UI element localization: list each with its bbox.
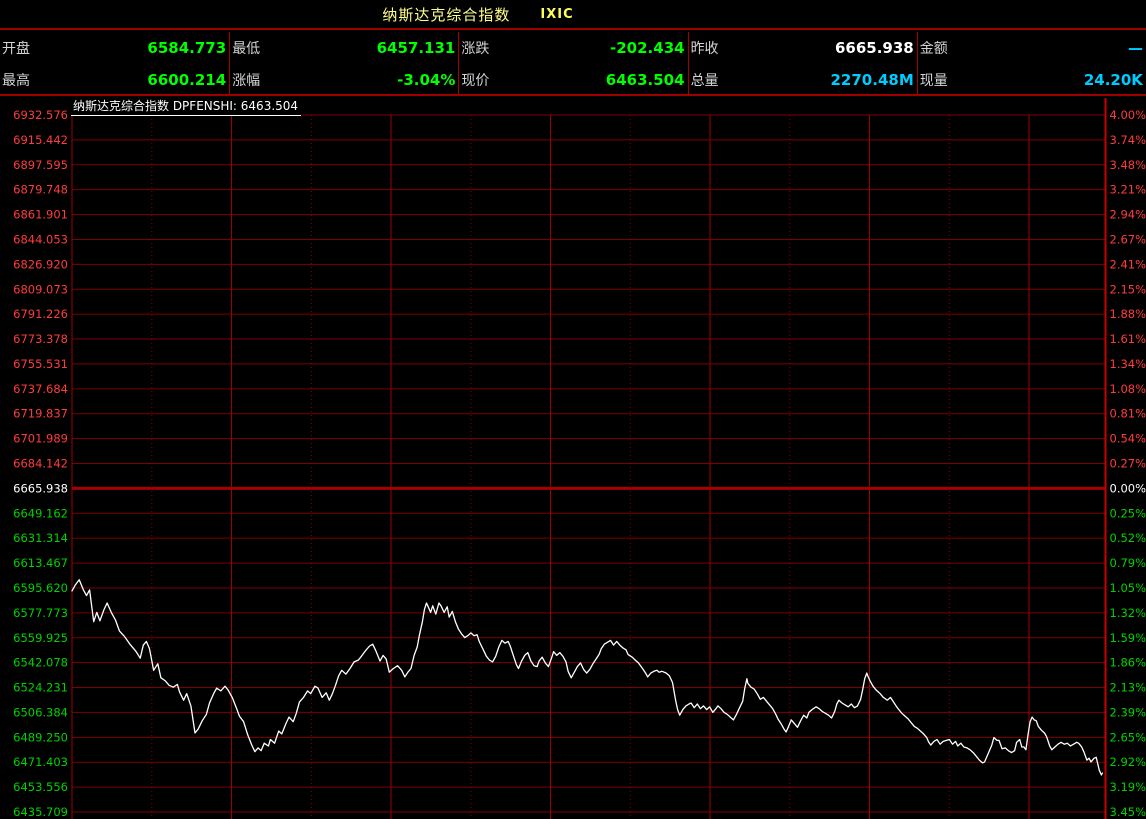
quote-label-low: 最低 — [232, 41, 261, 57]
right-axis-label: 0.27% — [1110, 457, 1146, 471]
right-axis-label: 1.86% — [1110, 656, 1146, 670]
quote-label-change-pct: 涨幅 — [232, 73, 261, 89]
left-axis-label: 6506.384 — [13, 705, 68, 719]
quote-value-volume: 2270.48M — [830, 71, 914, 89]
index-symbol: IXIC — [540, 6, 574, 22]
quote-label-high: 最高 — [2, 73, 30, 89]
left-axis-label: 6915.442 — [13, 133, 68, 147]
quote-cell-high: 最高 6600.214 — [0, 64, 229, 96]
right-axis-label: 3.45% — [1110, 805, 1146, 819]
quote-cell-volume: 总量 2270.48M — [687, 64, 917, 96]
right-axis-label: 0.25% — [1110, 506, 1146, 520]
quote-label-change: 涨跌 — [461, 41, 490, 57]
left-axis-label: 6684.142 — [13, 457, 68, 471]
left-axis-label: 6631.314 — [13, 531, 68, 545]
left-axis-label: 6471.403 — [13, 755, 68, 769]
chart-canvas[interactable]: 6932.576 4.00% 6915.442 3.74% 6897.595 3.48% 6… — [0, 98, 1146, 819]
quote-value-change: -202.434 — [610, 39, 685, 57]
left-axis-label: 6861.901 — [13, 208, 68, 222]
left-axis-label: 6879.748 — [13, 183, 68, 197]
quote-value-cur-volume: 24.20K — [1083, 71, 1143, 89]
left-axis-label: 6542.078 — [13, 656, 68, 670]
right-axis-label: 1.32% — [1110, 606, 1146, 620]
right-axis-label: 0.52% — [1110, 531, 1146, 545]
left-axis-label: 6435.709 — [13, 805, 68, 819]
left-axis-label: 6665.938 — [13, 481, 68, 495]
right-axis-label: 1.59% — [1110, 631, 1146, 645]
quote-value-prev-close: 6665.938 — [834, 39, 914, 57]
left-axis-label: 6719.837 — [13, 407, 68, 421]
right-axis-label: 0.00% — [1110, 481, 1146, 495]
quote-board: 开盘 6584.773 最低 6457.131 涨跌 -202.434 昨收 6665.938… — [0, 32, 1146, 96]
intraday-chart[interactable]: 6932.576 4.00% 6915.442 3.74% 6897.595 3.48% 6… — [0, 98, 1146, 819]
left-axis-label: 6809.073 — [13, 282, 68, 296]
chart-indicator-label: 纳斯达克综合指数 DPFENSHI: 6463.504 — [71, 99, 302, 116]
right-axis-label: 3.21% — [1110, 183, 1146, 197]
quote-value-amount: — — [1127, 39, 1143, 57]
left-axis-label: 6844.053 — [13, 232, 68, 246]
left-axis-label: 6773.378 — [13, 332, 68, 346]
quote-cell-low: 最低 6457.131 — [229, 32, 458, 64]
quote-label-open: 开盘 — [2, 41, 30, 57]
price-line — [71, 579, 1104, 776]
quote-cell-cur-volume: 现量 24.20K — [916, 64, 1146, 96]
quote-label-prev-close: 昨收 — [690, 41, 719, 57]
right-axis-label: 2.15% — [1110, 282, 1146, 296]
left-axis-label: 6932.576 — [13, 108, 68, 122]
right-axis-label: 2.94% — [1110, 208, 1146, 222]
quote-value-low: 6457.131 — [376, 39, 456, 57]
quote-value-open: 6584.773 — [147, 39, 227, 57]
right-axis-label: 1.34% — [1110, 357, 1146, 371]
right-axis-label: 4.00% — [1110, 108, 1146, 122]
left-axis-label: 6453.556 — [13, 780, 68, 794]
quote-cell-amount: 金额 — — [916, 32, 1146, 64]
right-axis-label: 2.65% — [1110, 730, 1146, 744]
left-axis-label: 6577.773 — [13, 606, 68, 620]
right-axis-label: 3.74% — [1110, 133, 1146, 147]
quote-label-last-price: 现价 — [461, 73, 490, 89]
left-axis-label: 6595.620 — [13, 581, 68, 595]
quote-label-cur-volume: 现量 — [919, 73, 948, 89]
left-axis-label: 6791.226 — [13, 307, 68, 321]
quote-value-last-price: 6463.504 — [605, 71, 685, 89]
left-axis-label: 6897.595 — [13, 158, 68, 172]
quote-value-high: 6600.214 — [147, 71, 227, 89]
left-axis-label: 6524.231 — [13, 681, 68, 695]
right-axis-label: 0.81% — [1110, 407, 1146, 421]
quote-cell-last-price: 现价 6463.504 — [458, 64, 687, 96]
quote-label-volume: 总量 — [690, 73, 719, 89]
right-axis-label: 2.13% — [1110, 681, 1146, 695]
right-axis-label: 0.54% — [1110, 432, 1146, 446]
right-axis-label: 2.67% — [1110, 232, 1146, 246]
quote-cell-prev-close: 昨收 6665.938 — [687, 32, 917, 64]
right-axis-label: 1.61% — [1110, 332, 1146, 346]
index-title: 纳斯达克综合指数 — [382, 5, 511, 24]
left-axis-label: 6613.467 — [13, 556, 68, 570]
quote-cell-change: 涨跌 -202.434 — [458, 32, 687, 64]
quote-label-amount: 金额 — [919, 41, 948, 57]
quote-value-change-pct: -3.04% — [397, 71, 456, 89]
right-axis-label: 2.39% — [1110, 705, 1146, 719]
right-axis-label: 1.08% — [1110, 382, 1146, 396]
left-axis-label: 6649.162 — [13, 506, 68, 520]
left-axis-label: 6489.250 — [13, 730, 68, 744]
quote-cell-open: 开盘 6584.773 — [0, 32, 229, 64]
right-axis-label: 0.79% — [1110, 556, 1146, 570]
left-axis-label: 6755.531 — [13, 357, 68, 371]
left-axis-label: 6737.684 — [13, 382, 68, 396]
right-axis-label: 2.41% — [1110, 257, 1146, 271]
left-axis-label: 6701.989 — [13, 432, 68, 446]
title-bar: 纳斯达克综合指数 IXIC — [0, 0, 1146, 30]
right-axis-label: 3.48% — [1110, 158, 1146, 172]
left-axis-label: 6826.920 — [13, 257, 68, 271]
right-axis-label: 2.92% — [1110, 755, 1146, 769]
right-axis-label: 1.88% — [1110, 307, 1146, 321]
left-axis-label: 6559.925 — [13, 631, 68, 645]
right-axis-label: 1.05% — [1110, 581, 1146, 595]
quote-cell-change-pct: 涨幅 -3.04% — [229, 64, 458, 96]
right-axis-label: 3.19% — [1110, 780, 1146, 794]
